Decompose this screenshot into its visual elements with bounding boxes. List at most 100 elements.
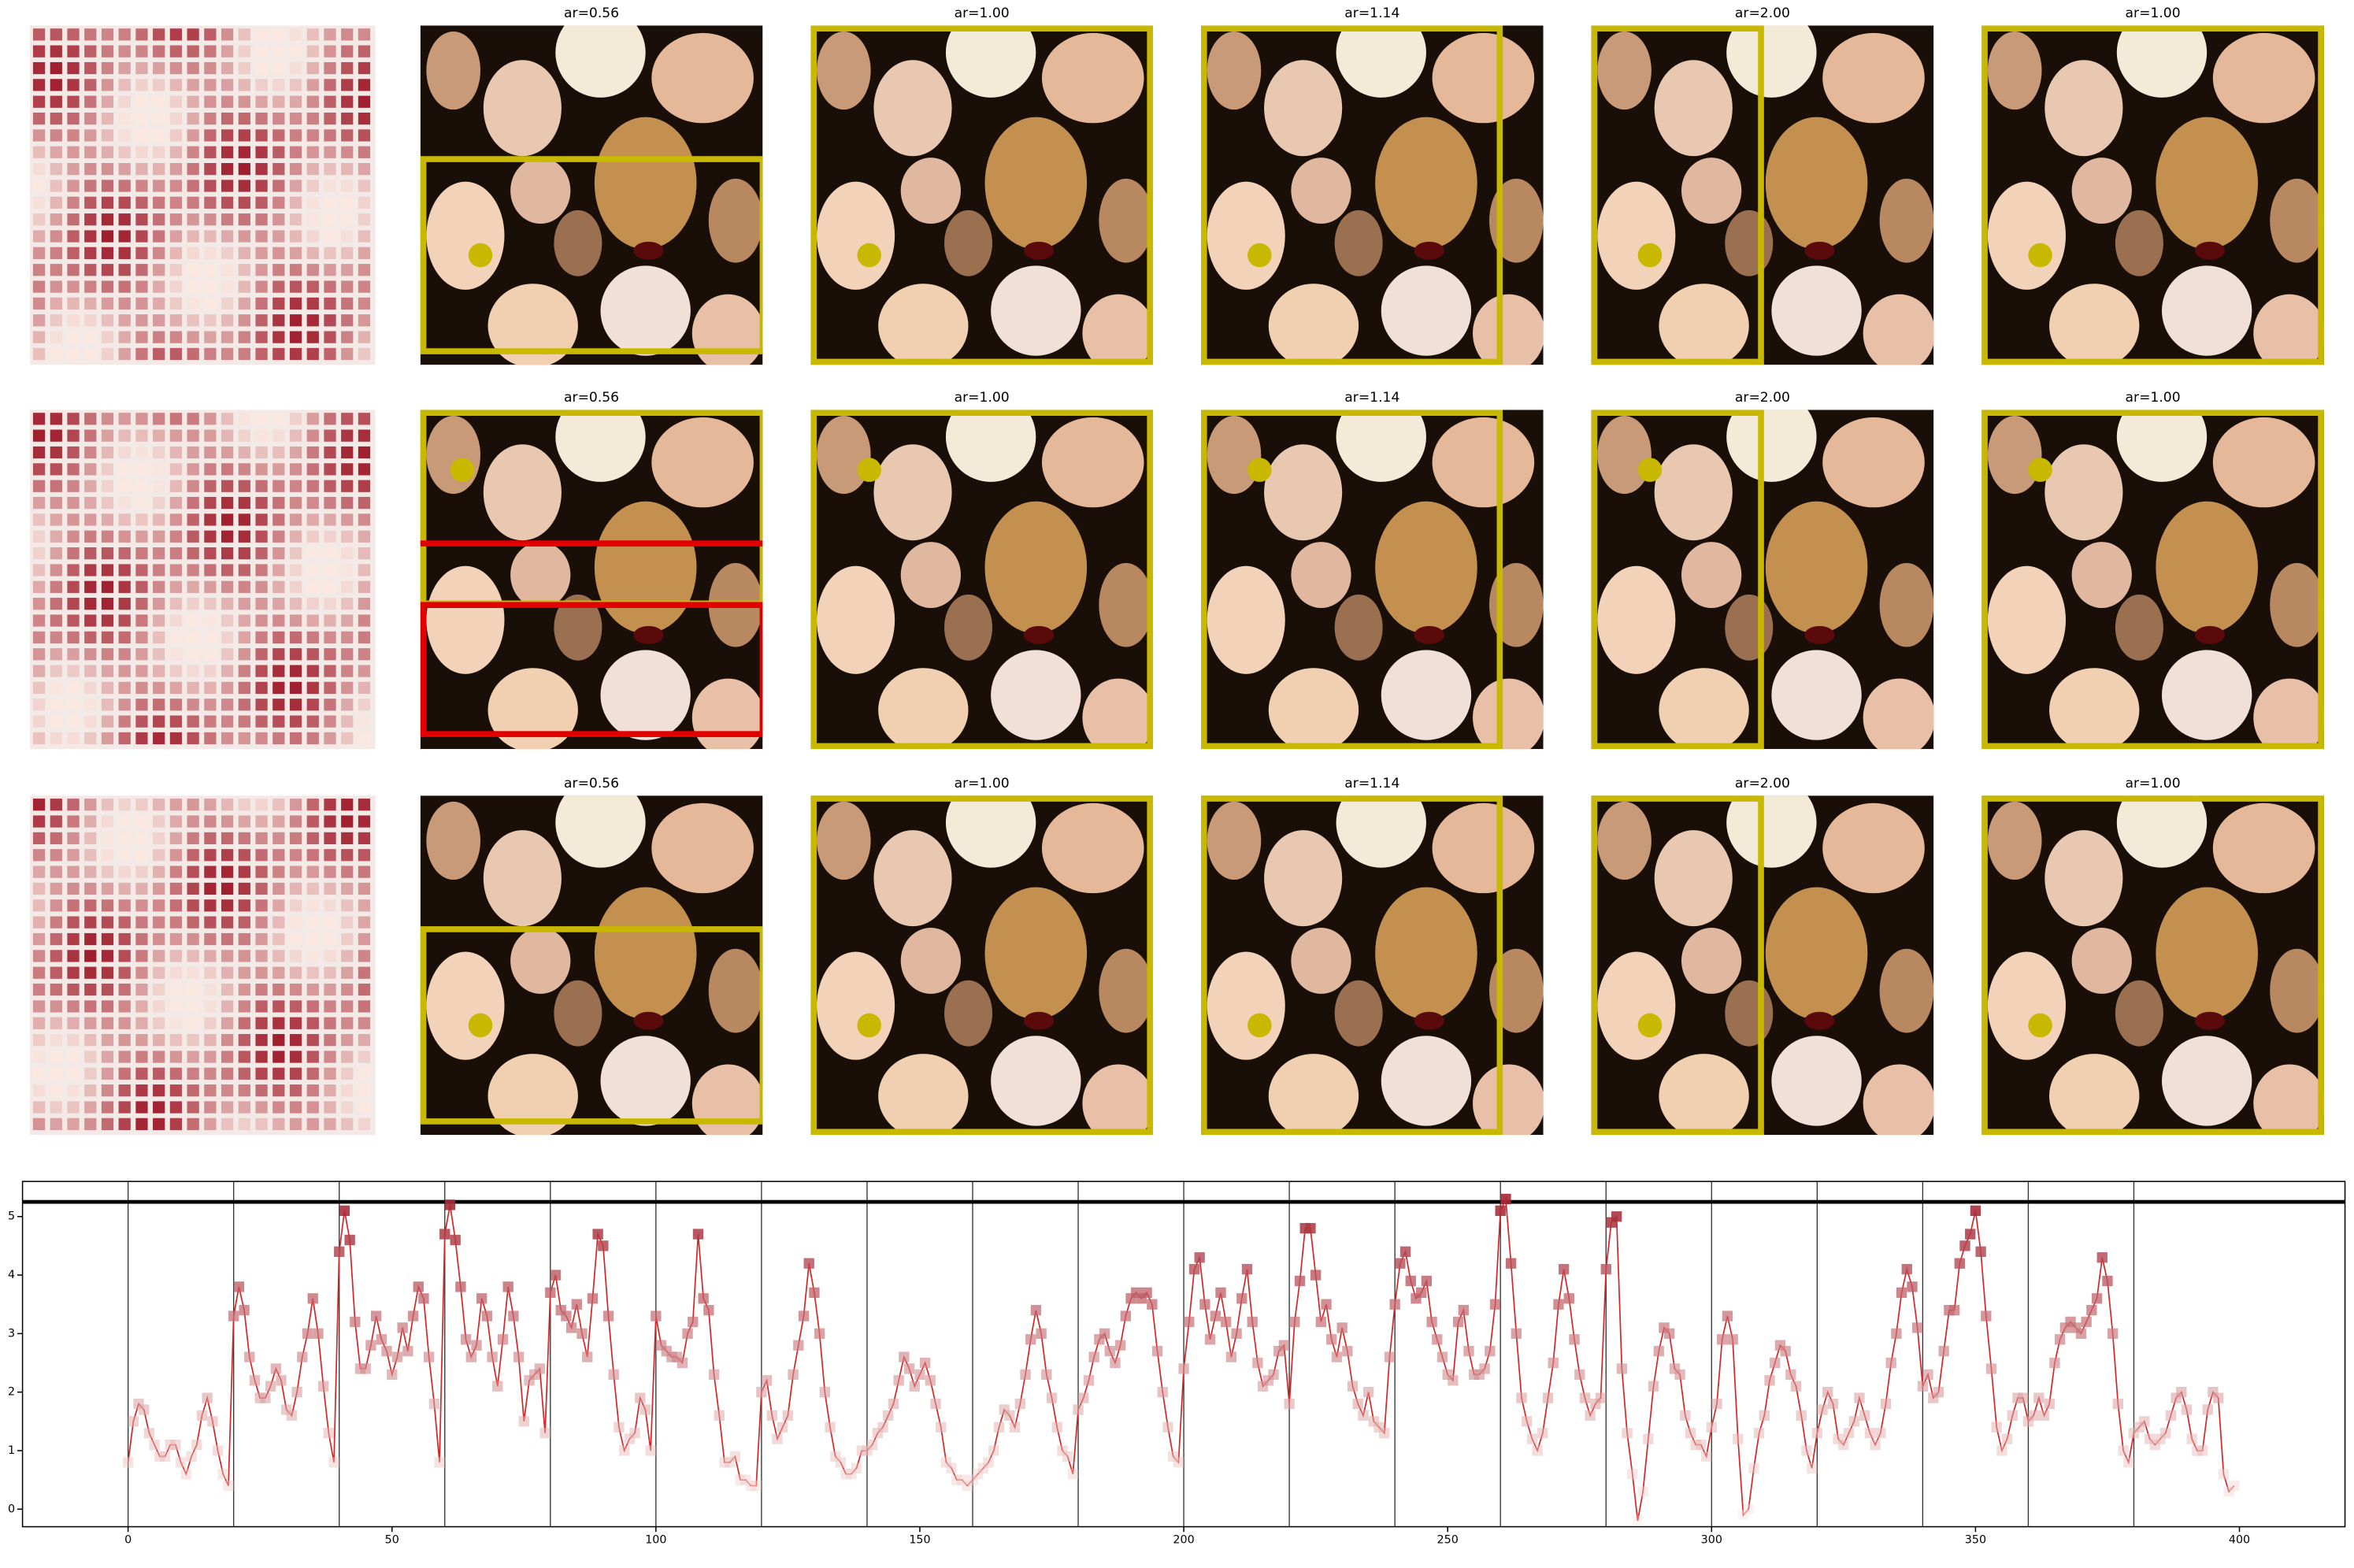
- point-marker: [202, 1392, 213, 1403]
- heatmap-cell: [101, 665, 114, 677]
- point-marker: [381, 1345, 392, 1357]
- point-marker: [339, 1205, 350, 1216]
- heatmap-cell: [358, 446, 371, 459]
- heatmap-cell: [187, 496, 199, 510]
- heatmap-cell: [255, 264, 268, 276]
- photo: [810, 25, 1153, 365]
- heatmap-cell: [341, 916, 354, 929]
- heatmap-cell: [118, 247, 131, 260]
- heatmap-cell: [238, 983, 250, 996]
- point-marker: [729, 1451, 741, 1462]
- heatmap-cell: [169, 146, 183, 158]
- heatmap-cell: [118, 598, 131, 610]
- heatmap-cell: [255, 699, 268, 711]
- point-marker: [1748, 1462, 1759, 1473]
- point-marker: [1991, 1422, 2002, 1433]
- heatmap-cell: [101, 1067, 114, 1080]
- heatmap-cell: [50, 916, 62, 929]
- point-marker: [2196, 1445, 2208, 1456]
- point-marker: [170, 1439, 181, 1451]
- heatmap-cell: [324, 715, 336, 728]
- heatmap-cell: [306, 564, 319, 576]
- crop-box: [810, 25, 1153, 365]
- point-marker: [1537, 1428, 1548, 1439]
- point-marker: [1162, 1422, 1173, 1433]
- heatmap-cell: [84, 849, 97, 862]
- heatmap-cell: [101, 547, 114, 560]
- heatmap-cell: [221, 95, 234, 108]
- heatmap-cell: [67, 983, 80, 996]
- heatmap-cell: [238, 564, 250, 576]
- heatmap-cell: [289, 1033, 302, 1047]
- heatmap-cell: [238, 665, 250, 677]
- heatmap-cell: [272, 230, 285, 243]
- heatmap-cell: [153, 180, 165, 192]
- heatmap-cell: [306, 1084, 319, 1097]
- heatmap-cell: [324, 79, 336, 91]
- heatmap-cell: [67, 61, 80, 75]
- heatmap-cell: [272, 331, 285, 343]
- heatmap-cell: [289, 882, 302, 895]
- crop-box: [1201, 795, 1503, 1136]
- heatmap-cell: [84, 1118, 97, 1130]
- heatmap-cell: [306, 1051, 319, 1063]
- point-marker: [903, 1363, 915, 1374]
- heatmap-cell: [358, 95, 371, 108]
- heatmap-cell: [135, 866, 148, 878]
- point-marker: [2075, 1328, 2087, 1340]
- heatmap-cell: [341, 247, 354, 260]
- heatmap-cell: [358, 564, 371, 576]
- heatmap-cell: [67, 280, 80, 293]
- point-marker: [513, 1351, 525, 1362]
- point-marker: [846, 1469, 857, 1480]
- point-marker: [1796, 1410, 1807, 1422]
- heatmap-cell: [84, 580, 97, 593]
- heatmap-cell: [118, 614, 131, 627]
- photo-image: [810, 410, 1153, 750]
- point-marker: [413, 1281, 424, 1292]
- point-marker: [899, 1351, 910, 1362]
- heatmap-cell: [50, 614, 62, 627]
- heatmap-cell: [135, 681, 148, 695]
- point-marker: [809, 1287, 820, 1299]
- heatmap-cell: [221, 1067, 234, 1080]
- point-marker: [1885, 1357, 1896, 1369]
- heatmap-cell: [306, 28, 319, 41]
- point-marker: [249, 1375, 261, 1386]
- heatmap-cell: [84, 916, 97, 929]
- heatmap-cell: [135, 815, 148, 828]
- heatmap-cell: [255, 331, 268, 343]
- point-marker: [1516, 1392, 1527, 1403]
- heatmap-cell: [238, 950, 250, 962]
- heatmap-cell: [187, 899, 199, 912]
- heatmap-cell: [118, 146, 131, 158]
- heatmap-cell: [358, 530, 371, 543]
- heatmap-cell: [204, 983, 217, 996]
- heatmap-cell: [169, 732, 183, 745]
- heatmap-cell: [169, 1000, 183, 1013]
- heatmap-cell: [169, 45, 183, 57]
- heatmap-cell: [238, 815, 250, 828]
- heatmap-cell: [153, 1051, 165, 1063]
- heatmap-cell: [135, 230, 148, 243]
- photo: [420, 410, 763, 750]
- heatmap-cell: [67, 1067, 80, 1080]
- point-marker: [180, 1469, 192, 1480]
- heatmap-cell: [324, 496, 336, 510]
- point-marker: [1526, 1433, 1538, 1444]
- point-marker: [233, 1281, 245, 1292]
- heatmap-cell: [32, 832, 46, 845]
- heatmap-cell: [101, 163, 114, 176]
- heatmap-cell: [169, 1084, 183, 1097]
- point-marker: [602, 1310, 614, 1321]
- heatmap-cell: [32, 247, 46, 260]
- heatmap-cell: [324, 1017, 336, 1029]
- heatmap-cell: [169, 1118, 183, 1130]
- point-marker: [1284, 1398, 1295, 1410]
- heatmap-cell: [32, 1051, 46, 1063]
- heatmap-cell: [135, 1084, 148, 1097]
- heatmap-cell: [153, 1118, 165, 1130]
- photo: [810, 795, 1153, 1136]
- photo-image: [1981, 410, 2324, 750]
- point-marker: [1321, 1299, 1332, 1310]
